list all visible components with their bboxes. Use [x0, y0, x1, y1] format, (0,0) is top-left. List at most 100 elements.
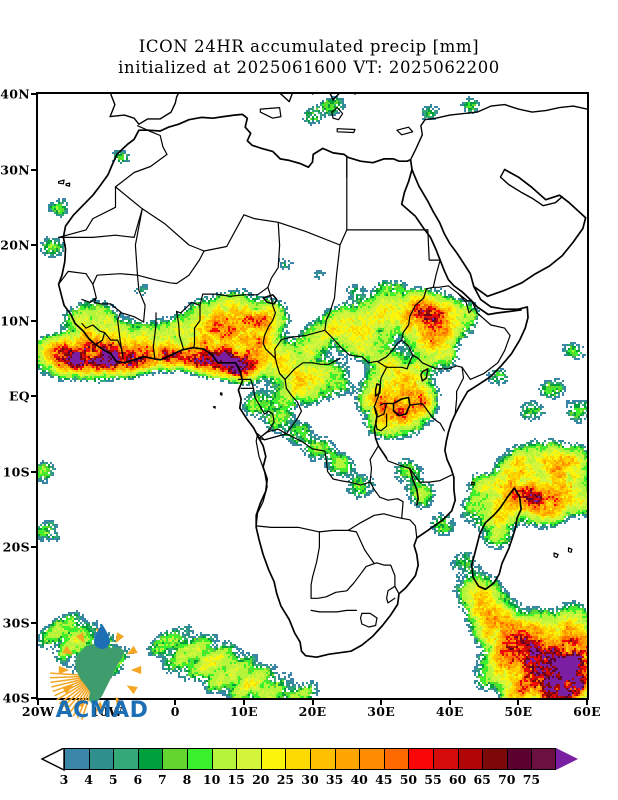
precip-cell [264, 326, 266, 328]
precip-cell [384, 360, 386, 362]
precip-cell [436, 336, 438, 338]
precip-cell [410, 294, 420, 296]
precip-cell [248, 338, 250, 340]
precip-cell [118, 346, 120, 348]
precip-cell [314, 340, 316, 342]
precip-cell [122, 360, 124, 362]
precip-cell [224, 368, 228, 370]
precip-cell [262, 350, 264, 352]
precip-cell [346, 358, 348, 360]
precip-cell [354, 340, 356, 342]
precip-cell [444, 340, 446, 342]
precip-cell [282, 364, 288, 366]
precip-cell [254, 338, 256, 340]
precip-cell [414, 352, 420, 354]
precip-cell [240, 322, 242, 324]
precip-cell [414, 324, 416, 326]
precip-cell [106, 344, 108, 346]
precip-cell [332, 326, 334, 328]
precip-cell [410, 304, 412, 306]
precip-cell [460, 332, 462, 334]
precip-cell [406, 312, 412, 314]
precip-cell [360, 310, 362, 312]
precip-cell [208, 362, 212, 364]
precip-cell [412, 348, 414, 350]
precip-cell [110, 320, 114, 322]
precip-cell [232, 302, 234, 304]
precip-cell [420, 348, 426, 350]
precip-cell [432, 294, 436, 296]
precip-cell [270, 366, 272, 368]
precip-cell [392, 326, 394, 328]
precip-cell [430, 340, 432, 342]
precip-cell [478, 310, 480, 312]
precip-cell [144, 354, 146, 356]
precip-cell [242, 366, 244, 368]
precip-cell [402, 294, 404, 296]
precip-cell [152, 362, 154, 364]
precip-cell [368, 364, 370, 366]
precip-cell [72, 348, 74, 350]
precip-cell [162, 338, 164, 340]
precip-cell [314, 348, 322, 350]
precip-cell [462, 306, 468, 308]
precip-cell [204, 346, 206, 348]
precip-cell [322, 104, 324, 106]
precip-cell [70, 336, 72, 338]
precip-cell [60, 324, 62, 326]
precip-cell [268, 314, 272, 316]
precip-cell [198, 322, 200, 324]
precip-cell [428, 354, 430, 356]
precip-cell [240, 336, 246, 338]
precip-cell [380, 346, 382, 348]
precip-cell [292, 364, 296, 366]
precip-cell [258, 368, 266, 370]
precip-cell [160, 320, 162, 322]
precip-cell [394, 300, 398, 302]
precip-cell [298, 334, 300, 336]
precip-cell [324, 314, 326, 316]
precip-cell [78, 350, 82, 352]
precip-cell [124, 358, 126, 360]
precip-cell [302, 330, 304, 332]
precip-cell [450, 326, 454, 328]
precip-cell [58, 250, 60, 252]
precip-cell [42, 368, 44, 370]
precip-cell [418, 368, 420, 370]
precip-cell [408, 296, 410, 298]
precip-cell [214, 342, 216, 344]
precip-cell [326, 350, 328, 352]
precip-cell [176, 354, 178, 356]
precip-cell [452, 296, 454, 298]
precip-cell [98, 356, 100, 358]
precip-cell [244, 314, 248, 316]
precip-cell [368, 344, 370, 346]
precip-cell [130, 342, 134, 344]
precip-cell [230, 310, 236, 312]
precip-cell [370, 358, 374, 360]
precip-cell [468, 312, 474, 314]
precip-cell [224, 322, 226, 324]
precip-cell [216, 300, 224, 302]
precip-cell [368, 358, 370, 360]
precip-cell [88, 348, 90, 350]
precip-cell [382, 352, 386, 354]
precip-cell [66, 208, 68, 210]
precip-cell [198, 350, 200, 352]
precip-cell [168, 326, 170, 328]
precip-cell [250, 306, 262, 308]
precip-cell [198, 368, 200, 370]
precip-cell [208, 370, 212, 372]
precip-cell [356, 338, 358, 340]
precip-cell [202, 370, 204, 372]
precip-cell [358, 346, 360, 348]
precip-cell [258, 350, 260, 352]
precip-cell [178, 356, 180, 358]
precip-cell [38, 368, 40, 370]
precip-cell [142, 354, 144, 356]
precip-cell [316, 270, 322, 272]
precip-cell [310, 118, 312, 120]
precip-cell [324, 102, 330, 104]
precip-cell [280, 326, 282, 328]
precip-cell [218, 312, 224, 314]
